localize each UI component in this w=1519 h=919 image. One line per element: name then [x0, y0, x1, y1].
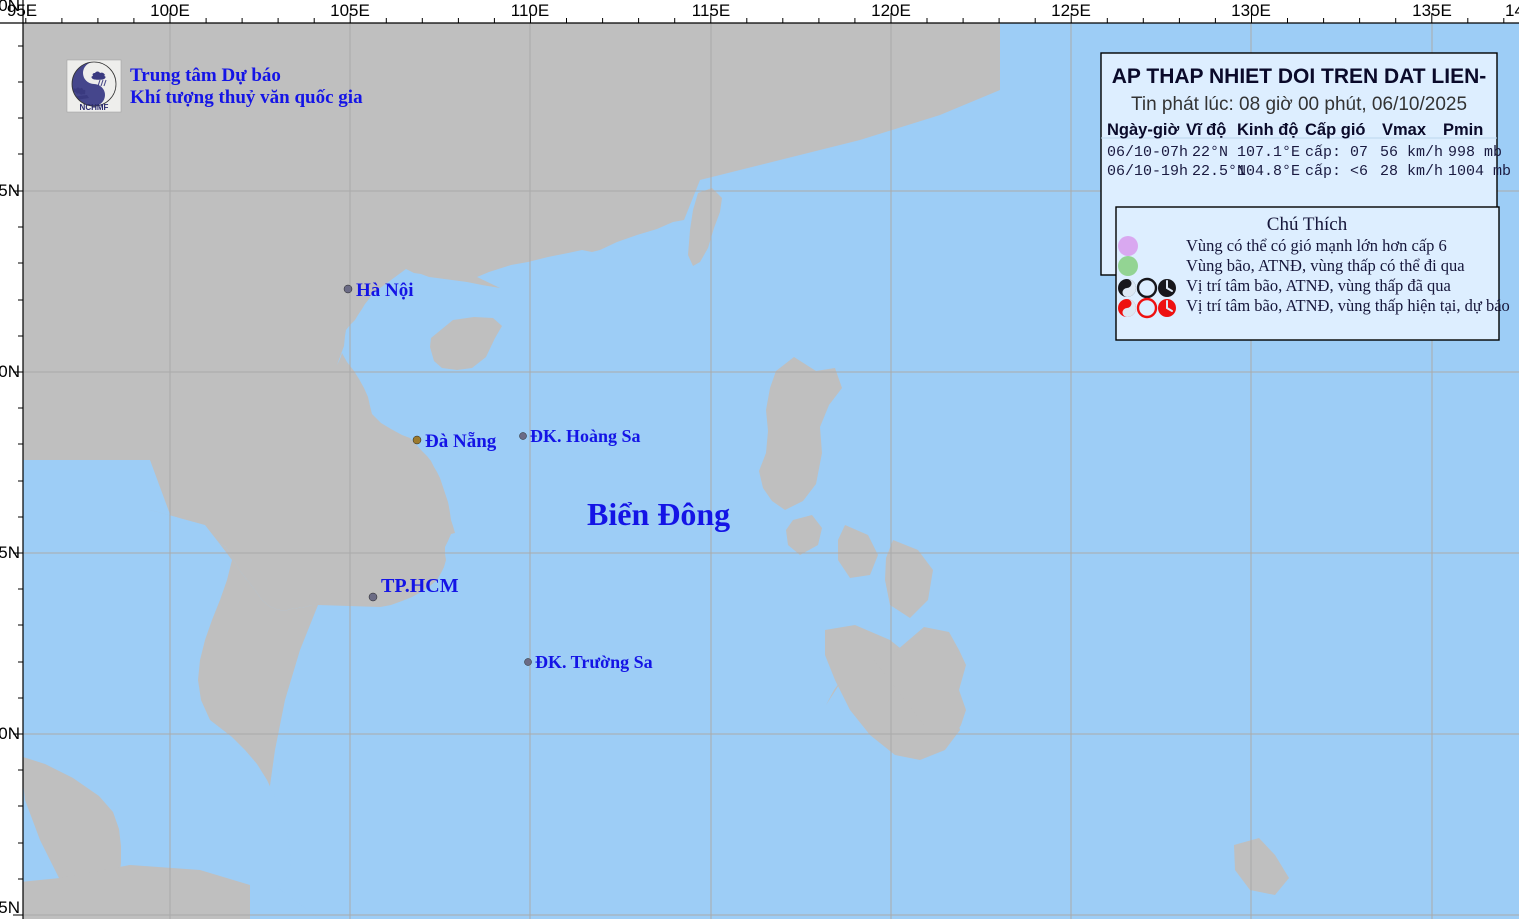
svg-text:115E: 115E — [692, 1, 730, 20]
svg-text:AP THAP NHIET DOI TREN DAT LIE: AP THAP NHIET DOI TREN DAT LIEN- — [1112, 65, 1487, 88]
svg-text:Đà Nẵng: Đà Nẵng — [425, 431, 497, 452]
svg-text:Vị trí tâm bão, ATNĐ, vùng thấ: Vị trí tâm bão, ATNĐ, vùng thấp hiện tại… — [1186, 296, 1510, 315]
svg-text:ĐK. Trường Sa: ĐK. Trường Sa — [535, 652, 653, 672]
svg-text:Hà Nội: Hà Nội — [356, 280, 414, 301]
svg-text:110E: 110E — [511, 1, 549, 20]
svg-text:105E: 105E — [330, 1, 370, 20]
svg-text:25N: 25N — [0, 181, 20, 200]
svg-text:20N: 20N — [0, 362, 20, 381]
svg-text:Biển Đông: Biển Đông — [587, 496, 730, 532]
svg-text:30N: 30N — [0, 0, 20, 15]
svg-text:125E: 125E — [1051, 1, 1091, 20]
svg-text:Vùng bão, ATNĐ, vùng thấp có t: Vùng bão, ATNĐ, vùng thấp có thể đi qua — [1186, 256, 1465, 275]
svg-text:06/10-07h: 06/10-07h — [1107, 144, 1188, 161]
svg-text:Vùng có thể có gió mạnh lớn hơ: Vùng có thể có gió mạnh lớn hơn cấp 6 — [1186, 236, 1447, 255]
svg-text:Vĩ độ: Vĩ độ — [1186, 121, 1226, 139]
svg-text:cấp: <6: cấp: <6 — [1305, 163, 1368, 180]
svg-text:Kinh độ: Kinh độ — [1237, 121, 1298, 139]
svg-text:Trung tâm Dự báo: Trung tâm Dự báo — [130, 65, 281, 86]
svg-text:NCHMF: NCHMF — [80, 103, 109, 112]
svg-text:120E: 120E — [871, 1, 911, 20]
svg-text:Cấp gió: Cấp gió — [1305, 121, 1366, 139]
svg-text:56 km/h: 56 km/h — [1380, 144, 1443, 161]
svg-text:Pmin: Pmin — [1443, 121, 1483, 139]
svg-text:Chú Thích: Chú Thích — [1267, 214, 1348, 235]
svg-text:15N: 15N — [0, 543, 20, 562]
svg-text:104.8°E: 104.8°E — [1237, 163, 1300, 180]
svg-text:TP.HCM: TP.HCM — [381, 575, 459, 597]
svg-text:Vị trí tâm bão, ATNĐ, vùng thấ: Vị trí tâm bão, ATNĐ, vùng thấp đã qua — [1186, 276, 1452, 295]
svg-text:140E: 140E — [1505, 1, 1519, 20]
svg-text:28 km/h: 28 km/h — [1380, 163, 1443, 180]
svg-text:130E: 130E — [1231, 1, 1271, 20]
svg-text:107.1°E: 107.1°E — [1237, 144, 1300, 161]
svg-text:135E: 135E — [1412, 1, 1452, 20]
svg-text:Khí tượng thuỷ văn quốc gia: Khí tượng thuỷ văn quốc gia — [130, 87, 363, 108]
svg-text:Ngày-giờ: Ngày-giờ — [1107, 121, 1180, 139]
svg-text:5N: 5N — [0, 898, 20, 917]
svg-text:ĐK. Hoàng Sa: ĐK. Hoàng Sa — [530, 426, 641, 446]
svg-text:Tin phát lúc: 08 giờ 00 phút,: Tin phát lúc: 08 giờ 00 phút, 06/10/2025 — [1131, 94, 1467, 115]
svg-text:22°N: 22°N — [1192, 144, 1228, 161]
svg-text:1004 mb: 1004 mb — [1448, 163, 1511, 180]
svg-text:06/10-19h: 06/10-19h — [1107, 163, 1188, 180]
svg-text:10N: 10N — [0, 724, 20, 743]
svg-text:Vmax: Vmax — [1382, 121, 1427, 139]
svg-text:100E: 100E — [150, 1, 190, 20]
svg-text:cấp: 07: cấp: 07 — [1305, 144, 1368, 161]
svg-text:998 mb: 998 mb — [1448, 144, 1502, 161]
